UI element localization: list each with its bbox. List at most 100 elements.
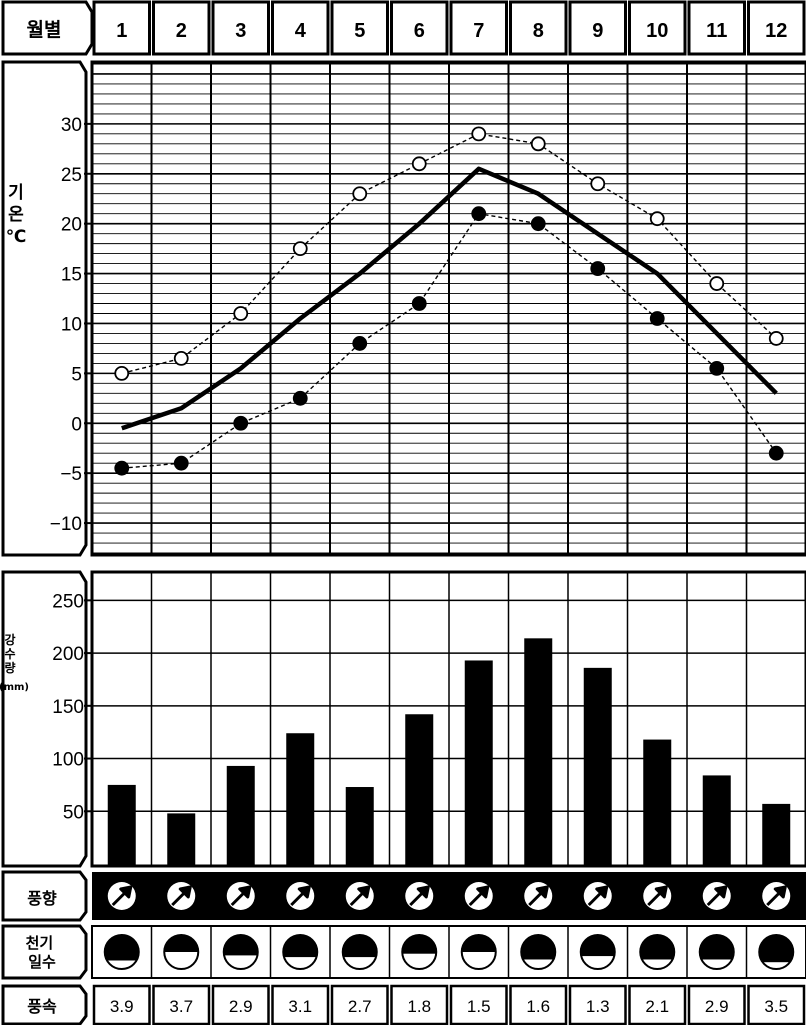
wind-speed-value-12: 3.5 xyxy=(764,997,788,1016)
precipitation-bar-10 xyxy=(643,739,672,866)
wind-speed-cell xyxy=(449,984,508,1025)
wind-speed-value-3: 2.9 xyxy=(229,997,253,1016)
wind-arrow-icon xyxy=(171,885,192,907)
month-label-12: 12 xyxy=(765,20,787,42)
month-cell-11 xyxy=(687,0,746,56)
wind-direction-icon xyxy=(702,882,731,910)
wind-arrow-icon xyxy=(290,885,311,907)
wind-speed-cell xyxy=(92,984,151,1025)
wind-arrow-icon xyxy=(409,885,430,907)
max-temperature-point xyxy=(471,126,487,142)
clear-days-fill xyxy=(223,935,258,956)
wind-direction-icon xyxy=(226,882,255,910)
wind-arrow-icon xyxy=(349,885,371,907)
temperature-axis-box xyxy=(1,60,88,557)
precipitation-bar-11 xyxy=(702,775,731,866)
precipitation-tick-label: 100 xyxy=(52,750,84,771)
month-label-8: 8 xyxy=(533,20,544,42)
min-temperature-point xyxy=(768,445,784,461)
wind-direction-band xyxy=(92,872,806,920)
wind-arrow-icon xyxy=(587,885,609,907)
month-label-2: 2 xyxy=(176,20,187,42)
max-temperature-line xyxy=(121,133,777,375)
month-label-10: 10 xyxy=(646,20,668,42)
precipitation-axis-title-char: 수 xyxy=(4,647,15,661)
min-temperature-point xyxy=(411,296,427,311)
max-temperature-point xyxy=(649,211,665,227)
wind-arrow-icon xyxy=(528,885,549,907)
min-temperature-point xyxy=(471,206,487,222)
precipitation-bar-12 xyxy=(762,803,791,866)
wind-speed-value-7: 1.5 xyxy=(467,997,491,1016)
wind-arrow-icon xyxy=(468,885,490,907)
wind-speed-cell xyxy=(152,984,211,1025)
wind-speed-label-box xyxy=(1,984,88,1025)
precipitation-bar-4 xyxy=(286,733,315,866)
clear-days-icon xyxy=(401,934,438,970)
wind-direction-icons xyxy=(107,882,791,910)
max-temperature-point xyxy=(768,331,784,346)
max-temperature-point xyxy=(114,365,130,381)
clear-days-fill xyxy=(580,935,615,957)
precipitation-tick-label: 50 xyxy=(63,802,84,823)
month-cell-2 xyxy=(152,0,211,56)
min-temperature-point xyxy=(292,390,308,406)
temperature-y-ticks: 30 25 20 15 10 5 0 −5 −10 xyxy=(50,115,92,535)
clear-days-icon xyxy=(639,934,676,970)
temperature-tick-label: −10 xyxy=(50,514,82,535)
precipitation-bar-3 xyxy=(226,765,255,866)
precipitation-axis-title: 강수량 (mm) xyxy=(0,633,29,693)
temperature-tick-label: −5 xyxy=(60,464,82,485)
wind-speed-cell xyxy=(628,984,687,1025)
wind-arrow-icon xyxy=(766,885,787,907)
min-temperature-point xyxy=(173,455,189,471)
wind-speed-value-1: 3.9 xyxy=(110,997,134,1016)
header-label-box xyxy=(1,0,94,56)
precipitation-bar-7 xyxy=(464,660,493,866)
wind-speed-cell xyxy=(211,984,270,1025)
precipitation-grid xyxy=(92,572,806,866)
month-cell-12 xyxy=(747,0,806,56)
max-temperature-point xyxy=(292,241,308,257)
clear-days-icon xyxy=(103,934,140,970)
precipitation-bar-9 xyxy=(583,667,612,866)
min-temperature-point xyxy=(233,415,249,431)
precipitation-bar-5 xyxy=(345,787,374,866)
clear-days-label-box xyxy=(1,924,88,980)
wind-arrow-icon xyxy=(706,885,728,907)
precipitation-axis-title-char: 강 xyxy=(4,633,15,647)
wind-speed-value-10: 2.1 xyxy=(645,997,669,1016)
month-cell-6 xyxy=(390,0,449,56)
clear-days-fill xyxy=(164,935,199,952)
min-temperature-point xyxy=(114,460,130,476)
month-cell-4 xyxy=(271,0,330,56)
temperature-axis-title-char: 기 xyxy=(8,183,24,203)
clear-days-icon xyxy=(520,934,557,970)
temperature-tick-label: 25 xyxy=(61,165,82,186)
min-temperature-point xyxy=(649,311,665,326)
wind-speed-cell xyxy=(271,984,330,1025)
wind-direction-icon xyxy=(286,882,315,910)
temperature-series xyxy=(114,126,784,476)
clear-days-label: 천기 일수 xyxy=(26,934,59,971)
precipitation-tick-label: 200 xyxy=(52,644,84,665)
month-cell-1 xyxy=(92,0,151,56)
clear-days-fill xyxy=(402,935,437,954)
wind-speed-value-9: 1.3 xyxy=(586,997,610,1016)
temperature-tick-label: 5 xyxy=(71,364,82,385)
wind-speed-value-5: 2.7 xyxy=(348,997,372,1016)
clear-days-icon xyxy=(222,934,259,970)
max-temperature-point xyxy=(411,156,427,172)
wind-speed-row: 풍속 3.9 3.7 2.9 3.1 2.7 1.8 1.5 1.6 1.3 2.1 2.9 3.5 xyxy=(1,984,806,1025)
clear-days-icon xyxy=(282,934,319,970)
clear-days-fill xyxy=(759,935,794,963)
temperature-tick-label: 15 xyxy=(61,265,82,286)
wind-direction-icon xyxy=(762,882,791,910)
month-cell-5 xyxy=(330,0,389,56)
wind-direction-icon xyxy=(583,882,612,910)
min-temperature-point xyxy=(530,216,546,232)
month-cell-9 xyxy=(568,0,627,56)
clear-days-icon xyxy=(758,934,795,970)
wind-speed-cell xyxy=(747,984,806,1025)
